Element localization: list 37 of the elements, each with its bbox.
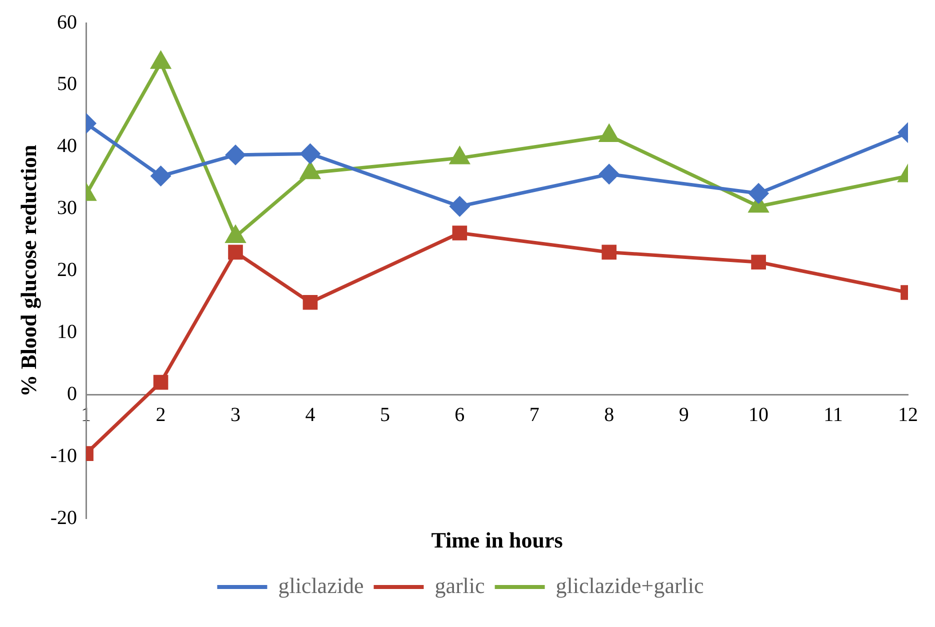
point xyxy=(450,196,470,216)
y-tick-label: 40 xyxy=(57,135,78,158)
y-tick-label: 0 xyxy=(67,382,78,405)
y-tick-label: 60 xyxy=(57,11,78,34)
point xyxy=(151,166,171,186)
y-tick-label: -20 xyxy=(50,506,78,529)
y-tick-label: 10 xyxy=(57,321,78,343)
y-tick-label: 50 xyxy=(57,73,78,96)
point xyxy=(300,144,320,164)
x-tick-label: 2 xyxy=(156,404,166,426)
point xyxy=(226,145,246,165)
x-tick-label: 6 xyxy=(454,404,465,426)
point xyxy=(751,254,766,270)
point xyxy=(228,244,243,260)
y-tick-label: 30 xyxy=(57,197,78,220)
legend-label: gliclazide+garlic xyxy=(556,572,704,598)
x-tick-label: 8 xyxy=(604,404,614,426)
x-tick-label: 10 xyxy=(748,404,769,426)
point xyxy=(748,184,768,204)
x-tick-label: 12 xyxy=(898,404,918,426)
x-tick-label: 4 xyxy=(305,404,316,426)
point xyxy=(153,374,168,390)
legend-label: gliclazide xyxy=(278,572,364,598)
point xyxy=(602,244,617,260)
x-tick-label: 5 xyxy=(380,404,390,426)
x-axis-title: Time in hours xyxy=(431,527,564,552)
y-tick-label: -10 xyxy=(50,444,78,467)
point xyxy=(452,226,468,240)
y-tick-label: 20 xyxy=(57,259,78,282)
x-tick-label: 3 xyxy=(230,404,241,426)
x-tick-label: 9 xyxy=(678,404,689,426)
x-tick-label: 11 xyxy=(824,404,843,426)
y-axis-title: % Blood glucose reduction xyxy=(16,144,41,397)
point xyxy=(599,164,619,184)
legend-label: garlic xyxy=(434,572,486,598)
point xyxy=(302,294,318,310)
x-tick-label: 7 xyxy=(529,404,540,426)
